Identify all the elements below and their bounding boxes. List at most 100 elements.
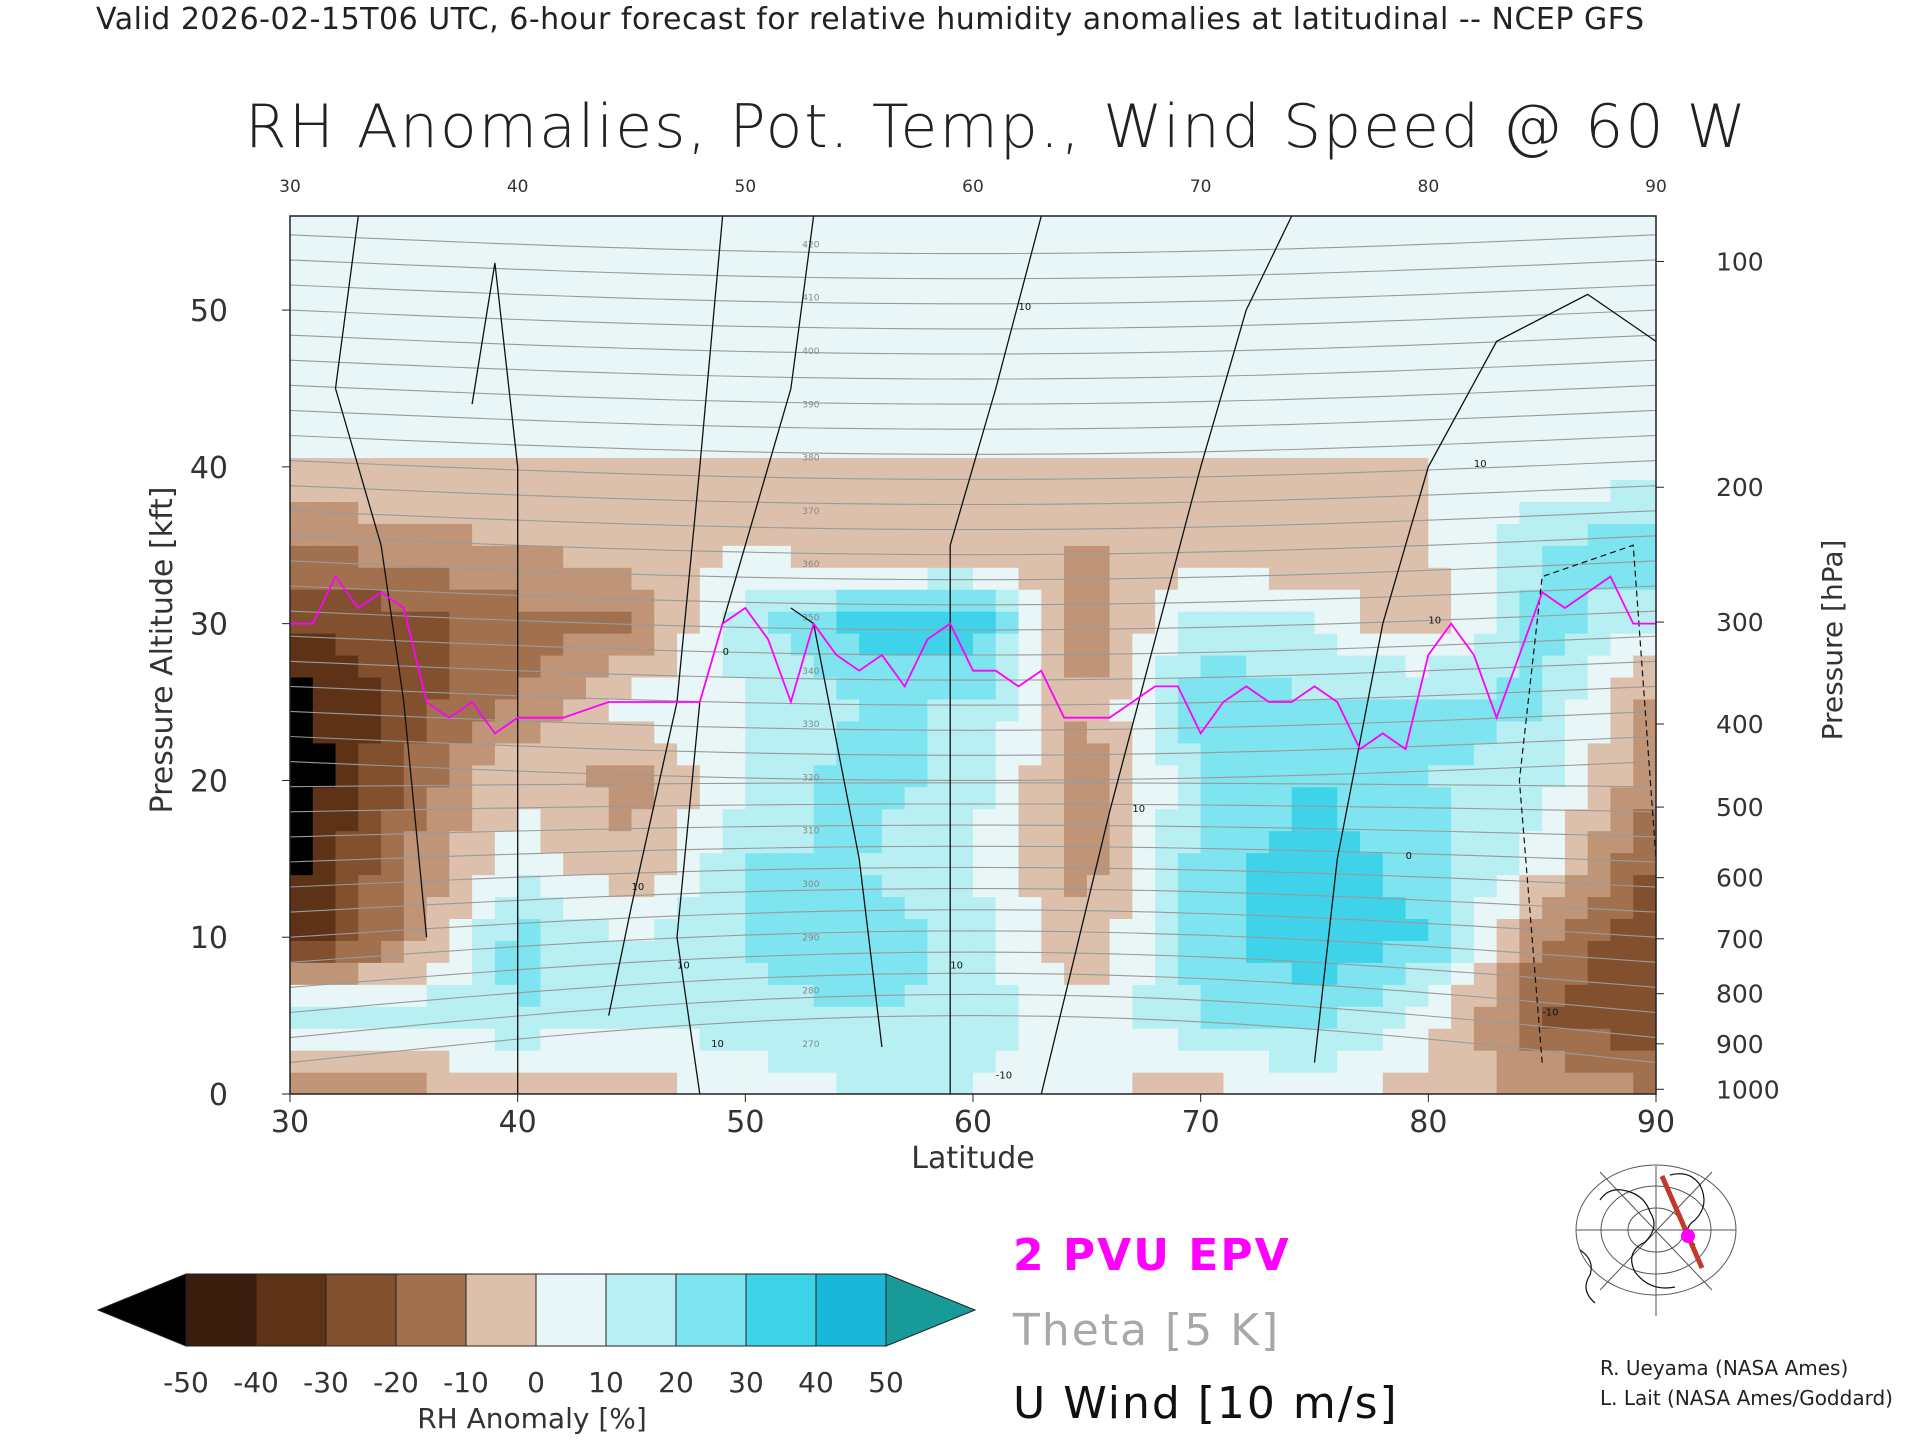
heatmap-cell: [426, 479, 450, 502]
heatmap-cell: [950, 347, 974, 371]
heatmap-cell: [1473, 786, 1498, 810]
heatmap-cell: [1268, 501, 1293, 524]
heatmap-cell: [494, 1028, 519, 1051]
heatmap-cell: [1360, 413, 1384, 437]
heatmap-cell: [1246, 567, 1270, 590]
heatmap-cell: [699, 918, 724, 941]
heatmap-cell: [1337, 896, 1361, 919]
heatmap-cell: [608, 391, 633, 415]
heatmap-cell: [1086, 457, 1111, 480]
heatmap-cell: [699, 479, 724, 502]
heatmap-cell: [1405, 984, 1429, 1007]
heatmap-cell: [1223, 237, 1247, 261]
heatmap-cell: [312, 1006, 337, 1029]
heatmap-cell: [585, 830, 610, 854]
heatmap-cell: [426, 567, 450, 590]
heatmap-cell: [1177, 896, 1202, 919]
heatmap-cell: [1610, 281, 1634, 305]
heatmap-cell: [1428, 874, 1452, 898]
heatmap-cell: [1610, 786, 1634, 810]
heatmap-cell: [1382, 216, 1407, 239]
heatmap-cell: [1223, 391, 1247, 415]
heatmap-cell: [1223, 589, 1247, 612]
heatmap-cell: [927, 764, 951, 788]
heatmap-cell: [1473, 896, 1498, 919]
heatmap-cell: [312, 567, 337, 590]
heatmap-cell: [608, 742, 633, 766]
heatmap-cell: [1109, 1006, 1133, 1029]
heatmap-cell: [1587, 479, 1612, 502]
heatmap-cell: [540, 391, 564, 415]
heatmap-cell: [1405, 281, 1429, 305]
heatmap-cell: [1519, 764, 1543, 788]
heatmap-cell: [904, 259, 929, 283]
heatmap-cell: [1041, 216, 1065, 239]
heatmap-cell: [1473, 413, 1498, 437]
heatmap-cell: [472, 852, 496, 876]
heatmap-cell: [1519, 347, 1543, 371]
heatmap-cell: [403, 259, 428, 283]
heatmap-cell: [1200, 391, 1225, 415]
heatmap-cell: [1542, 545, 1566, 568]
heatmap-cell: [1200, 567, 1225, 590]
heatmap-cell: [335, 435, 359, 459]
heatmap-cell: [1496, 435, 1520, 459]
heatmap-cell: [677, 611, 701, 634]
heatmap-cell: [859, 237, 883, 261]
chart-title: RH Anomalies, Pot. Temp., Wind Speed @ 6…: [245, 92, 1748, 162]
heatmap-cell: [677, 523, 701, 546]
heatmap-cell: [973, 1028, 997, 1051]
heatmap-cell: [1428, 237, 1452, 261]
heatmap-cell: [722, 501, 746, 524]
pressure-tick-label: 700: [1716, 925, 1764, 954]
heatmap-cell: [1200, 1072, 1225, 1094]
heatmap-cell: [859, 742, 883, 766]
heatmap-cell: [494, 303, 519, 327]
heatmap-cell: [950, 435, 974, 459]
heatmap-cell: [699, 216, 724, 239]
heatmap-cell: [403, 896, 428, 919]
y-tick-label: 50: [190, 294, 228, 329]
heatmap-cell: [927, 698, 951, 722]
heatmap-cell: [654, 479, 678, 502]
heatmap-cell: [381, 1028, 405, 1051]
heatmap-cell: [1109, 435, 1133, 459]
heatmap-cell: [1564, 216, 1589, 239]
heatmap-cell: [1519, 501, 1543, 524]
heatmap-cell: [608, 940, 633, 963]
heatmap-cell: [836, 303, 860, 327]
heatmap-cell: [1291, 742, 1316, 766]
heatmap-cell: [1451, 567, 1475, 590]
heatmap-cell: [1451, 479, 1475, 502]
heatmap-cell: [1382, 369, 1407, 393]
theta-contour: [290, 434, 1656, 455]
heatmap-cell: [1314, 1028, 1338, 1051]
heatmap-cell: [745, 391, 769, 415]
heatmap-cell: [1223, 1006, 1247, 1029]
heatmap-cell: [1473, 259, 1498, 283]
heatmap-cell: [540, 369, 564, 393]
heatmap-cell: [1633, 281, 1656, 305]
heatmap-cell: [1086, 1072, 1111, 1094]
heatmap-cell: [1132, 720, 1156, 744]
heatmap-cell: [312, 786, 337, 810]
y-axis-label: Pressure Altitude [kft]: [145, 487, 180, 814]
heatmap-cell: [1314, 325, 1338, 349]
heatmap-cell: [790, 786, 815, 810]
heatmap-cell: [1177, 1028, 1202, 1051]
heatmap-cell: [1177, 391, 1202, 415]
heatmap-cell: [1587, 303, 1612, 327]
heatmap-cell: [290, 567, 314, 590]
heatmap-cell: [1064, 1028, 1088, 1051]
heatmap-cell: [1268, 1028, 1293, 1051]
heatmap-cell: [1314, 1006, 1338, 1029]
heatmap-cell: [1086, 720, 1111, 744]
heatmap-cell: [1132, 896, 1156, 919]
heatmap-cell: [813, 237, 837, 261]
heatmap-cell: [745, 852, 769, 876]
heatmap-cell: [1382, 808, 1407, 832]
heatmap-cell: [312, 896, 337, 919]
heatmap-cell: [1200, 852, 1225, 876]
heatmap-cell: [472, 501, 496, 524]
heatmap-cell: [1064, 896, 1088, 919]
